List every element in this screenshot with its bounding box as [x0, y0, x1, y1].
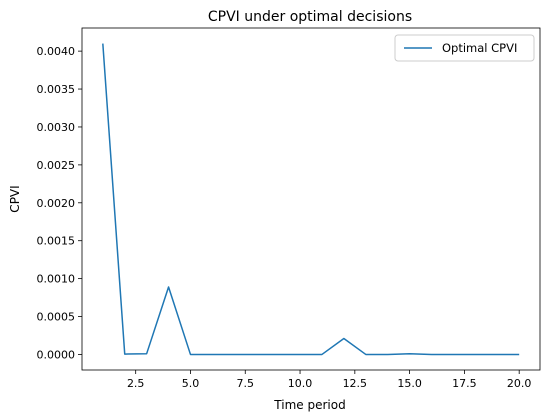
x-tick-label: 7.5 — [237, 377, 255, 390]
y-tick-label: 0.0040 — [37, 45, 76, 58]
y-tick-label: 0.0000 — [37, 348, 76, 361]
series-line-0 — [102, 43, 520, 356]
legend-label: Optimal CPVI — [442, 41, 517, 55]
x-tick-label: 5.0 — [182, 377, 200, 390]
x-tick-label: 20.0 — [507, 377, 532, 390]
y-tick-label: 0.0005 — [37, 311, 76, 324]
y-tick-label: 0.0015 — [37, 235, 76, 248]
x-axis-label: Time period — [273, 398, 345, 412]
y-axis-ticks: 0.0000 0.0005 0.0010 0.0015 0.0020 0.0025 0.00… — [37, 45, 82, 361]
x-tick-label: 2.5 — [127, 377, 145, 390]
plot-area — [82, 28, 540, 370]
y-tick-label: 0.0025 — [37, 159, 76, 172]
x-tick-label: 17.5 — [452, 377, 477, 390]
legend-box — [394, 34, 535, 62]
series-layer — [102, 43, 520, 356]
chart-title: CPVI under optimal decisions — [208, 9, 412, 25]
y-tick-label: 0.0010 — [37, 273, 76, 286]
plot-frame — [81, 27, 541, 371]
y-tick-label: 0.0035 — [37, 83, 76, 96]
legend: Optimal CPVI — [394, 34, 535, 62]
y-axis-label: CPVI — [8, 185, 22, 212]
x-tick-label: 15.0 — [397, 377, 422, 390]
x-tick-label: 10.0 — [288, 377, 313, 390]
x-tick-label: 12.5 — [343, 377, 368, 390]
y-tick-label: 0.0030 — [37, 121, 76, 134]
y-tick-label: 0.0020 — [37, 197, 76, 210]
x-axis-ticks: 2.5 5.0 7.5 10.0 12.5 15.0 17.5 20.0 — [127, 370, 531, 390]
